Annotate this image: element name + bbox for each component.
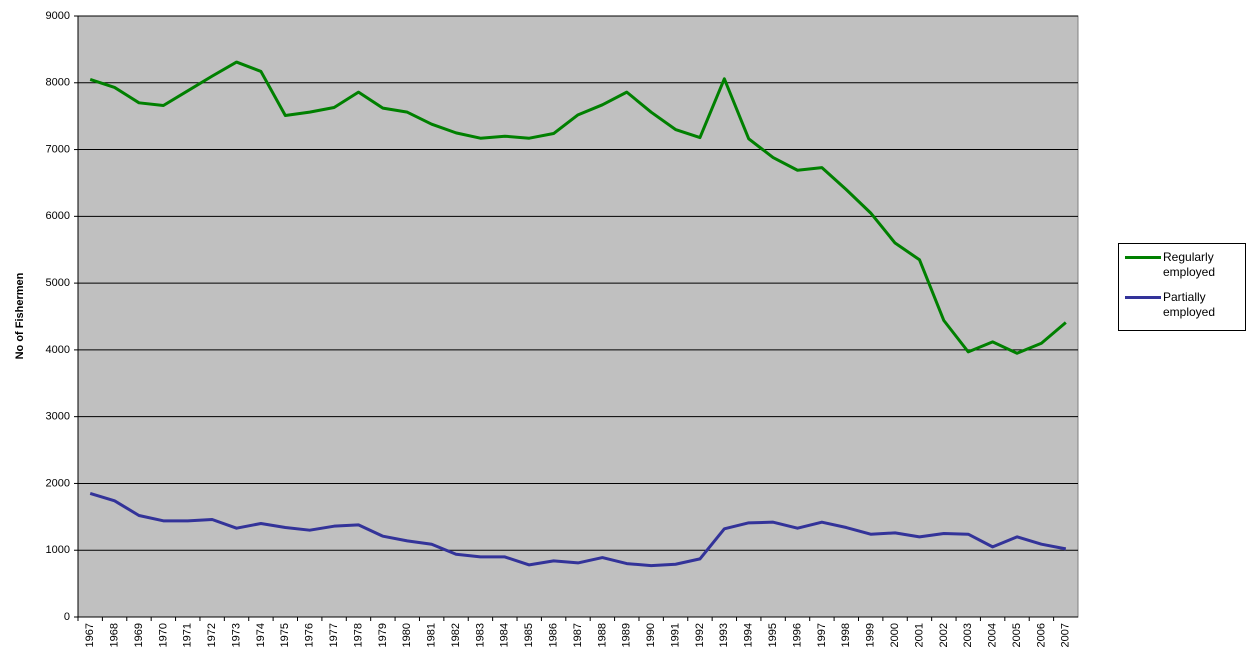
x-tick-label: 1979 [377,623,389,647]
x-tick-label: 1999 [865,623,877,647]
y-tick-label: 4000 [46,344,70,356]
legend-entry: Regularly employed [1125,250,1233,280]
x-tick-label: 1990 [645,623,657,647]
x-tick-label: 1976 [304,623,316,647]
x-tick-label: 1980 [401,623,413,647]
y-tick-label: 7000 [46,143,70,155]
x-tick-label: 1987 [572,623,584,647]
x-tick-label: 1982 [450,623,462,647]
y-tick-label: 1000 [46,544,70,556]
plot-area [77,15,1079,618]
x-tick-label: 1978 [352,623,364,647]
y-tick-label: 5000 [46,277,70,289]
x-tick-label: 2004 [987,623,999,647]
x-tick-label: 1993 [718,623,730,647]
x-tick-label: 1969 [133,623,145,647]
x-tick-label: 1975 [279,623,291,647]
x-tick-label: 1986 [548,623,560,647]
series-line [89,492,1067,568]
x-tick-label: 1967 [84,623,96,647]
legend-swatch [1125,256,1161,259]
y-axis-label: No of Fishermen [14,272,26,359]
legend: Regularly employed Partially employed [1118,243,1246,331]
x-tick-label: 1971 [182,623,194,647]
x-tick-label: 1989 [621,623,633,647]
x-tick-label: 2003 [962,623,974,647]
x-tick-label: 1968 [108,623,120,647]
x-tick-label: 1973 [230,623,242,647]
x-tick-label: 1985 [523,623,535,647]
x-tick-label: 1972 [206,623,218,647]
y-tick-label: 3000 [46,411,70,423]
x-tick-label: 1994 [743,623,755,647]
x-tick-label: 2001 [913,623,925,647]
x-tick-label: 2005 [1011,623,1023,647]
y-tick-label: 2000 [46,477,70,489]
x-tick-label: 1974 [255,623,267,647]
x-tick-label: 2006 [1035,623,1047,647]
legend-swatch [1125,296,1161,299]
x-tick-label: 1970 [157,623,169,647]
x-tick-label: 1997 [816,623,828,647]
legend-label: Regularly employed [1163,250,1216,279]
x-tick-label: 2007 [1060,623,1072,647]
x-tick-label: 1977 [328,623,340,647]
x-tick-label: 1995 [767,623,779,647]
x-tick-label: 1981 [426,623,438,647]
x-tick-label: 1991 [669,623,681,647]
x-tick-label: 1983 [474,623,486,647]
x-tick-label: 1984 [499,623,511,647]
x-tick-label: 1998 [840,623,852,647]
y-tick-label: 0 [64,611,70,623]
y-tick-label: 6000 [46,210,70,222]
legend-label: Partially employed [1163,290,1216,319]
x-tick-label: 1992 [694,623,706,647]
series-line [89,60,1067,355]
y-tick-label: 9000 [46,10,70,22]
y-tick-label: 8000 [46,77,70,89]
x-tick-label: 2000 [889,623,901,647]
x-tick-label: 1996 [791,623,803,647]
x-tick-label: 1988 [596,623,608,647]
x-tick-label: 2002 [938,623,950,647]
legend-entry: Partially employed [1125,290,1233,320]
